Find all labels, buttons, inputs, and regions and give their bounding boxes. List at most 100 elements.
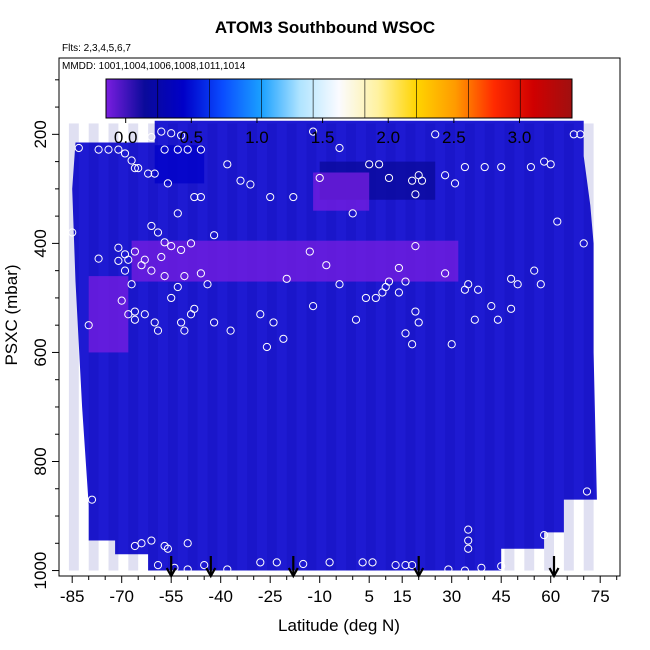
observation-marker <box>180 326 189 335</box>
observation-marker <box>507 274 516 283</box>
field-strip <box>464 123 475 571</box>
observation-marker <box>147 266 156 275</box>
x-tick-label: -40 <box>208 587 233 606</box>
observation-marker <box>497 562 506 571</box>
observation-marker <box>444 565 453 574</box>
observation-marker <box>173 209 182 218</box>
sounding-arrowhead <box>548 567 560 579</box>
observation-marker <box>173 145 182 154</box>
colorbar-tick-label: 2.5 <box>442 128 466 147</box>
observation-marker <box>325 558 334 567</box>
observation-marker <box>464 536 473 545</box>
colorbar-tick-label: 1.5 <box>311 128 335 147</box>
x-tick-label: -85 <box>60 587 85 606</box>
observation-marker <box>546 160 555 169</box>
field-strip <box>326 123 337 571</box>
observation-marker <box>365 160 374 169</box>
x-tick-label: 45 <box>492 587 511 606</box>
observation-marker <box>315 173 324 183</box>
observation-marker <box>526 162 536 172</box>
observation-marker <box>401 329 410 338</box>
observation-marker <box>183 539 192 548</box>
field-strip <box>68 123 79 571</box>
observation-marker <box>460 566 469 575</box>
observation-marker <box>190 192 199 202</box>
observation-marker <box>408 176 417 185</box>
observation-marker <box>487 301 496 311</box>
observation-marker <box>226 326 235 335</box>
flights-note: Flts: 2,3,4,5,6,7 <box>62 43 131 54</box>
observation-marker <box>160 145 169 154</box>
colorbar: 0.0 0.5 1.0 1.5 2.0 2.5 3.0 <box>105 78 573 147</box>
observation-marker <box>223 160 232 169</box>
observation-marker <box>68 228 77 237</box>
wsoc-field <box>68 120 597 571</box>
observation-marker <box>114 145 123 154</box>
observation-marker <box>186 310 196 319</box>
x-tick-label: 30 <box>442 587 461 606</box>
observation-marker <box>464 525 473 534</box>
observation-marker <box>130 164 139 173</box>
observation-marker <box>553 217 562 226</box>
observation-marker <box>200 560 209 570</box>
observation-marker <box>266 192 275 202</box>
colorbar-frame <box>105 78 573 119</box>
observation-marker <box>507 304 516 313</box>
observation-marker <box>94 254 103 263</box>
observation-marker <box>411 307 420 316</box>
observation-markers <box>68 127 592 575</box>
x-tick-label: 15 <box>393 587 412 606</box>
field-strip <box>365 123 376 571</box>
field-strip <box>207 123 218 571</box>
observation-marker <box>180 272 189 281</box>
observation-marker <box>150 169 159 178</box>
field-strip <box>167 123 178 571</box>
observation-marker <box>441 171 450 180</box>
observation-marker <box>414 318 423 327</box>
observation-marker <box>163 544 172 553</box>
observation-marker <box>177 318 186 327</box>
observation-marker <box>223 565 232 574</box>
observation-marker <box>322 261 331 270</box>
observation-marker <box>401 560 410 570</box>
observation-marker <box>120 250 130 259</box>
observation-marker <box>576 130 585 139</box>
observation-marker <box>305 247 314 256</box>
observation-marker <box>282 274 291 283</box>
observation-marker <box>147 221 156 231</box>
observation-marker <box>408 560 417 570</box>
field-strip <box>128 123 139 571</box>
sounding-arrowhead <box>205 567 217 579</box>
observation-marker <box>530 266 539 275</box>
field-strip <box>306 123 317 571</box>
observation-marker <box>493 315 502 324</box>
y-axis: 200 400 600 800 1000 <box>31 79 59 589</box>
field-strip <box>563 123 574 571</box>
observation-marker <box>153 228 163 237</box>
observation-marker <box>196 145 205 154</box>
field-strip <box>425 123 436 571</box>
field-strip <box>227 123 238 571</box>
observation-marker <box>536 280 545 289</box>
observation-marker <box>177 131 186 140</box>
wsoc-field-envelope <box>72 120 597 571</box>
colorbar-tick-label: 0.5 <box>180 128 204 147</box>
observation-marker <box>186 239 196 248</box>
observation-marker <box>120 266 130 275</box>
observation-marker <box>114 256 123 265</box>
observation-marker <box>480 162 489 172</box>
field-strip <box>266 123 277 571</box>
observation-marker <box>309 301 318 311</box>
observation-marker <box>137 539 146 548</box>
observation-marker <box>358 558 367 567</box>
colorbar-tick-label: 3.0 <box>508 128 532 147</box>
observation-marker <box>431 130 440 139</box>
sounding-arrowhead <box>287 567 299 579</box>
observation-marker <box>236 176 245 185</box>
observation-marker <box>371 293 380 303</box>
observation-marker <box>289 192 298 202</box>
observation-marker <box>335 280 344 289</box>
observation-marker <box>210 318 219 327</box>
observation-marker <box>167 129 176 138</box>
x-tick-label: 60 <box>541 587 560 606</box>
